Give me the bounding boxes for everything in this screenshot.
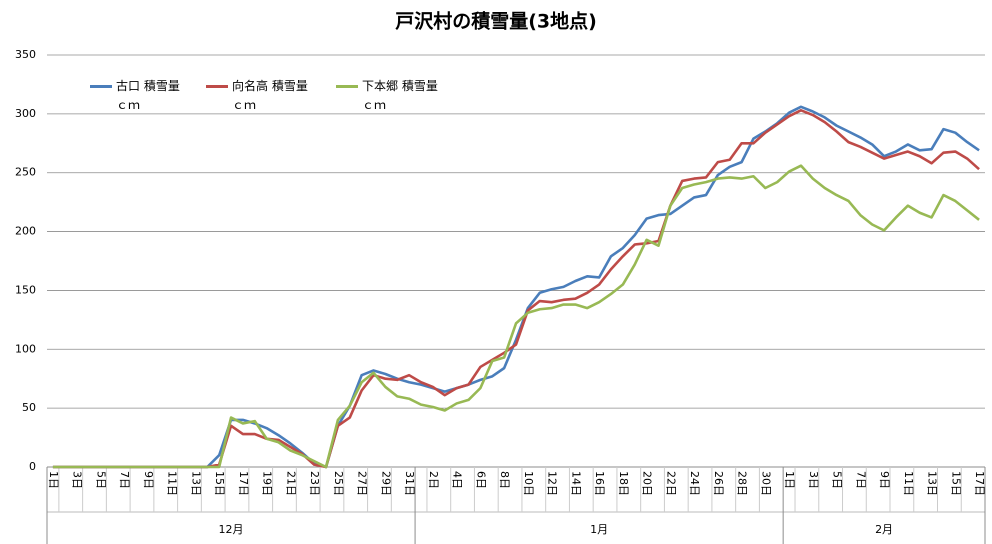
legend-swatch [206,85,228,88]
x-tick-label: 3日 [807,471,820,489]
y-tick-label: 50 [22,401,36,414]
x-tick-label: 31日 [403,471,416,496]
x-tick-label: 8日 [498,471,511,489]
x-tick-label: 28日 [736,471,749,496]
x-tick-label: 18日 [617,471,630,496]
x-tick-label: 9日 [142,471,155,489]
x-tick-label: 4日 [451,471,464,489]
legend-item: 下本郷 積雪量 ｃｍ [336,77,438,115]
legend-swatch [336,85,358,88]
y-tick-label: 0 [29,460,36,473]
x-tick-label: 26日 [712,471,725,496]
legend-item: 向名高 積雪量 ｃｍ [206,77,308,115]
x-tick-label: 13日 [926,471,939,496]
y-tick-label: 250 [15,166,36,179]
series-line [52,109,980,469]
x-tick-label: 12日 [546,471,559,496]
x-tick-label: 3日 [71,471,84,489]
x-tick-label: 5日 [831,471,844,489]
x-tick-label: 11日 [166,471,179,496]
x-tick-label: 22日 [664,471,677,496]
month-label: 1月 [590,523,608,536]
x-tick-label: 23日 [308,471,321,496]
legend-label: 向名高 積雪量 ｃｍ [232,79,308,112]
month-label: 2月 [875,523,893,536]
x-tick-label: 25日 [332,471,345,496]
x-tick-label: 7日 [854,471,867,489]
legend-swatch [90,85,112,88]
x-tick-label: 30日 [759,471,772,496]
x-tick-label: 17日 [237,471,250,496]
x-tick-label: 5日 [94,471,107,489]
y-tick-label: 150 [15,283,36,296]
month-label: 12月 [219,523,244,536]
x-tick-label: 17日 [973,471,986,496]
series-line [52,105,980,469]
x-tick-label: 9日 [878,471,891,489]
x-tick-label: 2日 [427,471,440,489]
x-tick-label: 24日 [688,471,701,496]
x-tick-label: 13日 [189,471,202,496]
x-tick-label: 21日 [284,471,297,496]
legend-item: 古口 積雪量 ｃｍ [90,77,180,115]
y-tick-label: 200 [15,225,36,238]
legend-label: 下本郷 積雪量 ｃｍ [362,79,438,112]
x-tick-label: 15日 [949,471,962,496]
chart-title: 戸沢村の積雪量(3地点) [395,10,597,33]
y-tick-label: 350 [15,48,36,61]
x-tick-label: 7日 [118,471,131,489]
x-tick-label: 19日 [261,471,274,496]
x-tick-label: 1日 [47,471,60,489]
x-tick-label: 1日 [783,471,796,489]
x-tick-label: 16日 [593,471,606,496]
y-tick-label: 300 [15,107,36,120]
x-tick-label: 6日 [474,471,487,489]
x-tick-label: 15日 [213,471,226,496]
x-tick-label: 27日 [356,471,369,496]
x-tick-label: 14日 [569,471,582,496]
x-tick-label: 10日 [522,471,535,496]
y-tick-label: 100 [15,342,36,355]
x-tick-label: 20日 [641,471,654,496]
legend-label: 古口 積雪量 ｃｍ [116,79,180,112]
x-tick-label: 29日 [379,471,392,496]
series-line [52,164,980,469]
x-tick-label: 11日 [902,471,915,496]
